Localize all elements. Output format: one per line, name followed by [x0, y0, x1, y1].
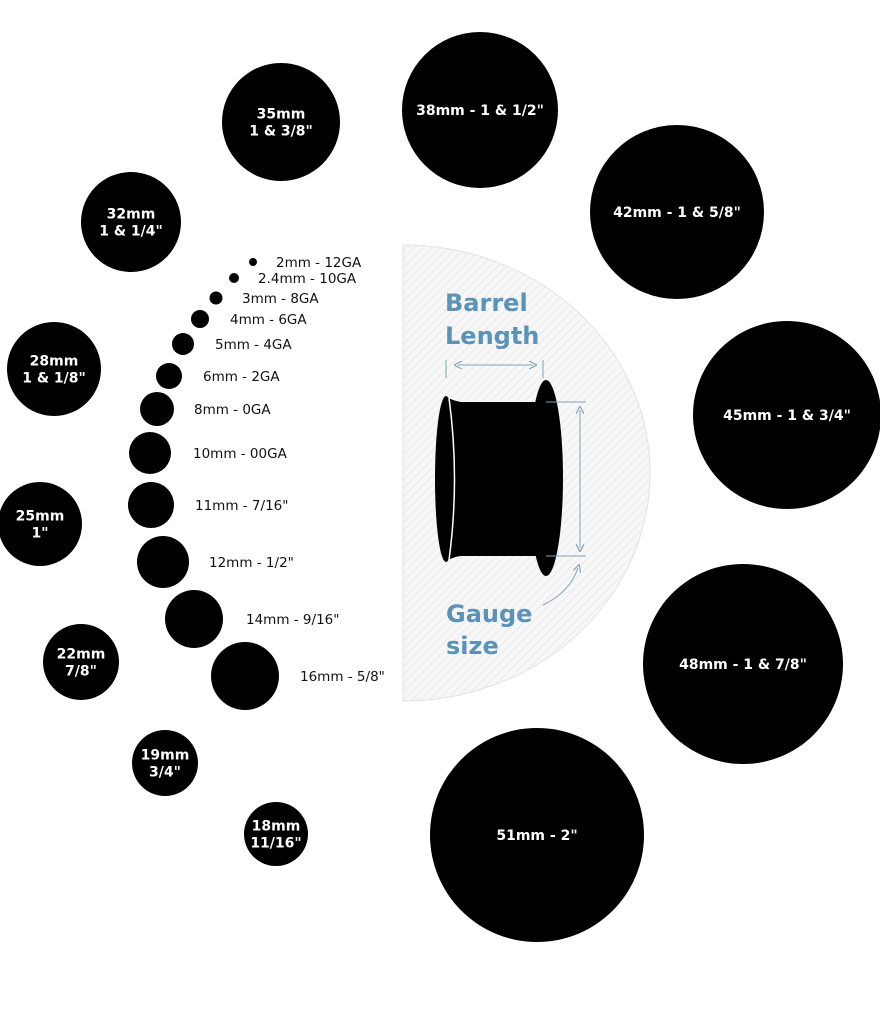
size-label: 5mm - 4GA — [215, 337, 292, 353]
size-circle-group: 14mm - 9/16" — [165, 590, 339, 648]
plug-front-flange — [435, 396, 457, 562]
size-circle — [643, 564, 843, 764]
size-label: 51mm - 2" — [496, 828, 577, 844]
size-label: 28mm — [30, 354, 79, 370]
size-circle-group: 51mm - 2" — [430, 728, 644, 942]
size-label: 16mm - 5/8" — [300, 669, 385, 685]
size-dot — [140, 392, 174, 426]
size-dot — [129, 432, 171, 474]
size-circle-group: 42mm - 1 & 5/8" — [590, 125, 764, 299]
size-circle — [693, 321, 880, 509]
size-label: 8mm - 0GA — [194, 402, 271, 418]
size-dot — [229, 273, 239, 283]
size-label: 11mm - 7/16" — [195, 498, 288, 514]
size-dot — [128, 482, 174, 528]
size-label: 6mm - 2GA — [203, 369, 280, 385]
size-dot — [156, 363, 182, 389]
size-circle — [7, 322, 101, 416]
size-label: 25mm — [16, 509, 65, 525]
size-label: 10mm - 00GA — [193, 446, 288, 462]
size-dot — [191, 310, 209, 328]
size-circle-group: 16mm - 5/8" — [211, 642, 385, 710]
size-label: 35mm — [257, 107, 306, 123]
size-label: 11/16" — [250, 836, 301, 852]
size-label: 3mm - 8GA — [242, 291, 319, 307]
size-label: 48mm - 1 & 7/8" — [679, 657, 807, 673]
size-circle — [222, 63, 340, 181]
size-label: 32mm — [107, 207, 156, 223]
size-dot — [211, 642, 279, 710]
size-label: 1 & 3/8" — [249, 124, 313, 140]
size-circle-group: 4mm - 6GA — [191, 310, 307, 328]
size-circle-group: 45mm - 1 & 3/4" — [693, 321, 880, 509]
plug-diagram: Barrel Length Gauge size — [402, 244, 651, 702]
size-label: 4mm - 6GA — [230, 312, 307, 328]
size-circle — [244, 802, 308, 866]
size-circle-group: 5mm - 4GA — [172, 333, 292, 355]
size-label: 1 & 1/8" — [22, 371, 86, 387]
size-label: 14mm - 9/16" — [246, 612, 339, 628]
size-circle — [81, 172, 181, 272]
size-circle-group: 6mm - 2GA — [156, 363, 280, 389]
size-circle — [402, 32, 558, 188]
flange-highlight — [448, 397, 456, 561]
size-label: 2mm - 12GA — [276, 255, 362, 271]
size-circle-group: 2.4mm - 10GA — [229, 271, 357, 287]
size-circle — [132, 730, 198, 796]
size-label: 22mm — [57, 647, 106, 663]
size-circle-group: 38mm - 1 & 1/2" — [402, 32, 558, 188]
size-circle-group: 3mm - 8GA — [209, 291, 319, 307]
size-circle — [43, 624, 119, 700]
size-label: 38mm - 1 & 1/2" — [416, 103, 544, 119]
size-dot — [165, 590, 223, 648]
size-circle — [430, 728, 644, 942]
size-label: 19mm — [141, 748, 190, 764]
size-circle — [590, 125, 764, 299]
size-circle-group: 12mm - 1/2" — [137, 536, 294, 588]
size-label: 1 & 1/4" — [99, 224, 163, 240]
size-dot — [209, 291, 223, 305]
barrel-length-label-1: Barrel — [445, 289, 528, 317]
size-label: 18mm — [252, 819, 301, 835]
size-label: 7/8" — [65, 664, 97, 680]
size-circle-group: 2mm - 12GA — [249, 255, 362, 271]
size-dot — [137, 536, 189, 588]
size-circle-group: 11mm - 7/16" — [128, 482, 288, 528]
size-circle-group: 48mm - 1 & 7/8" — [643, 564, 843, 764]
barrel-length-label-2: Length — [445, 322, 539, 350]
size-label: 45mm - 1 & 3/4" — [723, 408, 851, 424]
gauge-size-label-1: Gauge — [446, 600, 532, 628]
size-circle-group: 8mm - 0GA — [140, 392, 271, 426]
size-label: 12mm - 1/2" — [209, 555, 294, 571]
size-label: 3/4" — [149, 765, 181, 781]
size-circle — [0, 482, 82, 566]
size-label: 2.4mm - 10GA — [258, 271, 357, 287]
gauge-curved-arrow — [542, 568, 578, 606]
size-circle-group: 10mm - 00GA — [129, 432, 288, 474]
size-label: 42mm - 1 & 5/8" — [613, 205, 741, 221]
size-dot — [172, 333, 194, 355]
size-dot — [249, 258, 257, 266]
plug-body — [448, 398, 546, 560]
size-label: 1" — [31, 526, 48, 542]
gauge-size-label-2: size — [446, 632, 499, 660]
